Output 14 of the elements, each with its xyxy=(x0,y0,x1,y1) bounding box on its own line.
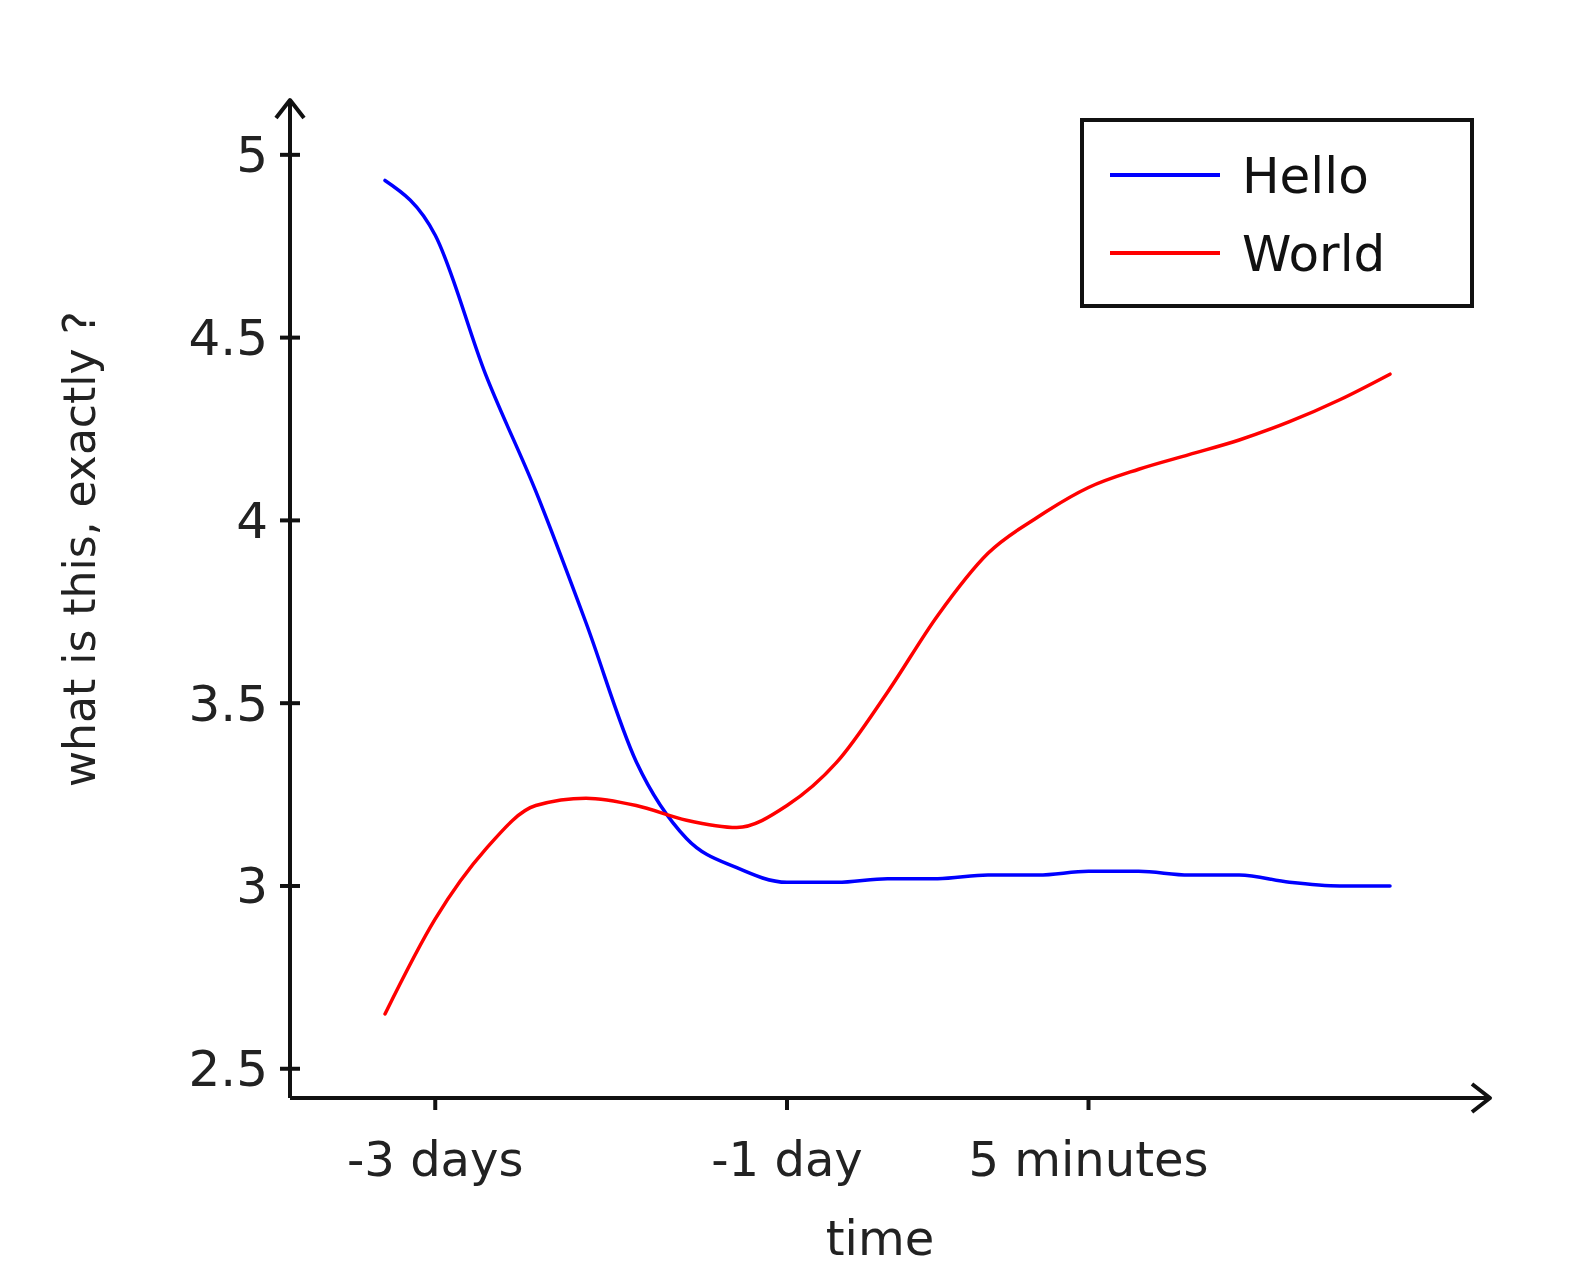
x-tick-label: -1 day xyxy=(711,1131,863,1187)
y-tick-label: 4 xyxy=(236,491,268,550)
y-tick-label: 2.5 xyxy=(188,1040,268,1099)
legend-label: World xyxy=(1242,224,1386,283)
y-tick-label: 3 xyxy=(236,857,268,916)
x-tick-label: 5 minutes xyxy=(968,1131,1209,1187)
x-tick-label: -3 days xyxy=(347,1131,524,1187)
x-axis-title: time xyxy=(825,1210,935,1266)
y-tick-label: 5 xyxy=(236,126,268,185)
y-axis-title: what is this, exactly ? xyxy=(54,311,105,787)
line-series xyxy=(383,372,1392,1016)
y-tick-label: 4.5 xyxy=(188,309,268,368)
y-tick-label: 3.5 xyxy=(188,674,268,733)
legend-label: Hello xyxy=(1242,146,1369,205)
